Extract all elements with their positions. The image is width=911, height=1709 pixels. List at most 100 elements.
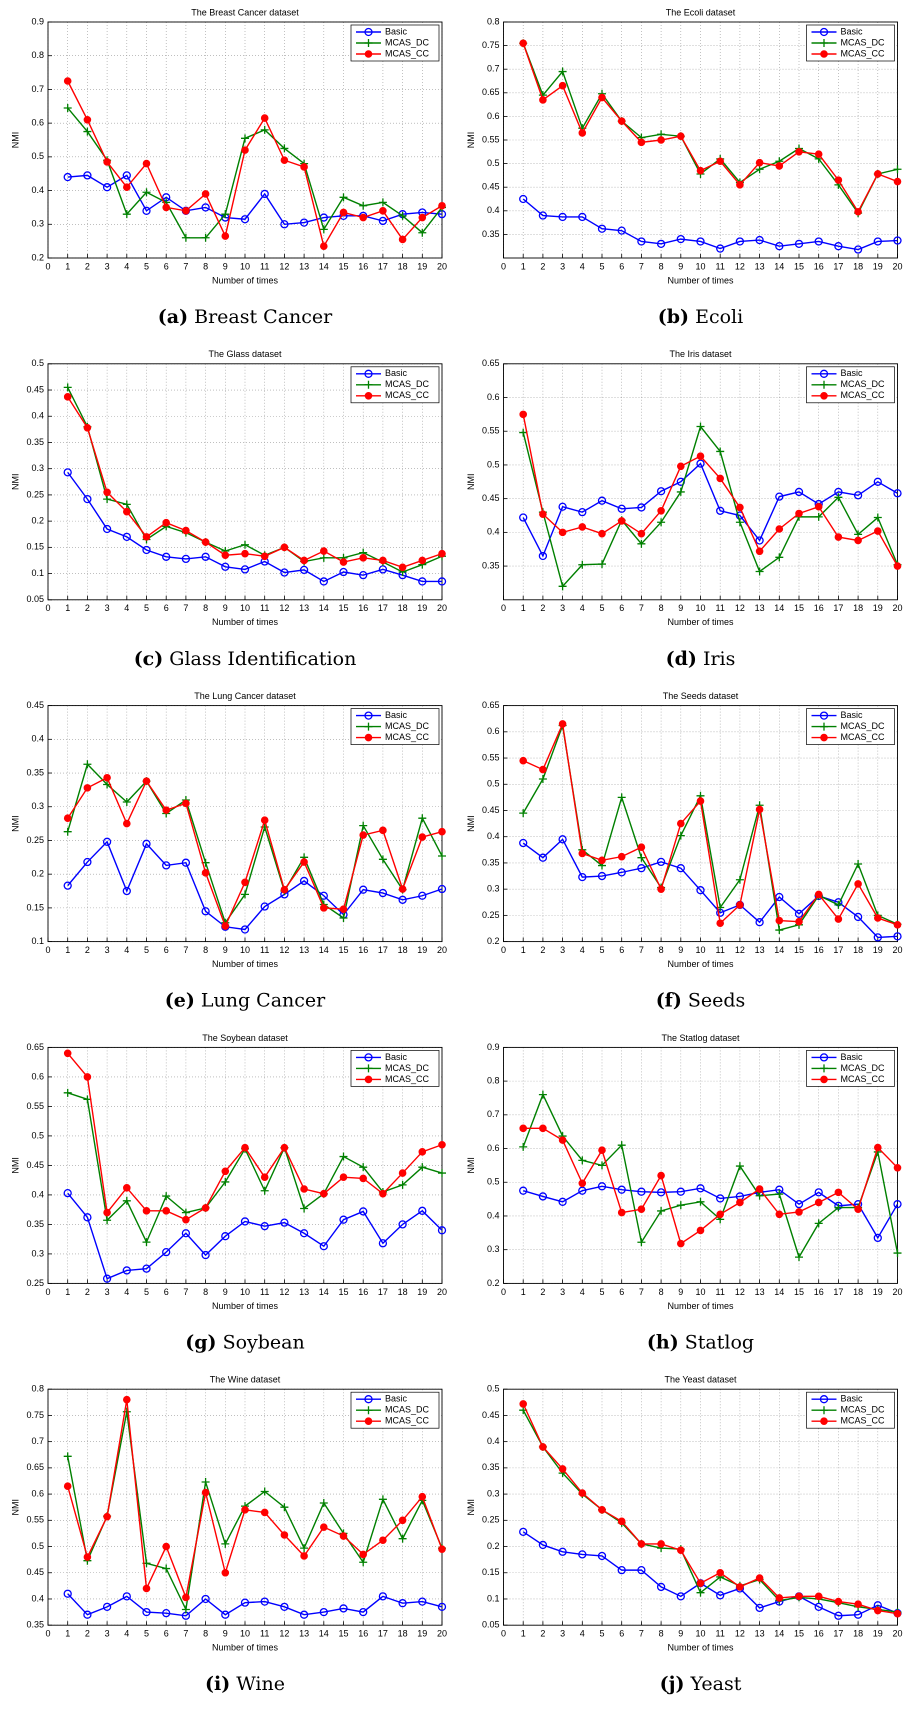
marker [359,1550,368,1559]
y-tick-label: 0.65 [482,358,500,368]
x-tick-label: 12 [735,1287,745,1297]
caption: (h) Statlog [647,1331,754,1353]
x-tick-label: 7 [183,603,188,613]
marker [657,1540,665,1548]
marker [63,1049,72,1058]
legend-label: Basic [385,1052,408,1062]
y-tick-label: 0.3 [487,1488,500,1498]
x-tick-label: 20 [892,603,902,613]
y-tick-label: 0.15 [26,542,44,552]
marker [820,380,828,389]
x-tick-label: 1 [521,1287,526,1297]
y-tick-label: 0.5 [487,779,500,789]
marker [834,533,843,541]
x-tick-label: 0 [501,261,506,271]
x-tick-label: 15 [794,1287,804,1297]
y-tick-label: 0.4 [487,205,500,215]
chart-title: The Glass dataset [208,349,282,359]
legend-label: MCAS_DC [385,37,430,47]
marker [775,916,784,925]
marker [716,474,725,483]
y-axis-label: NMI [466,1499,476,1516]
x-tick-label: 11 [260,945,269,955]
x-tick-label: 5 [144,603,149,613]
marker [853,1610,863,1619]
marker [364,722,373,731]
marker [519,513,528,522]
x-tick-label: 0 [45,1287,50,1297]
marker [656,239,666,248]
marker [519,428,528,437]
x-tick-label: 16 [358,1287,368,1297]
y-tick-label: 0.6 [31,1488,44,1498]
marker [339,1173,348,1181]
marker [893,489,902,498]
marker [319,553,328,562]
marker [656,1582,666,1592]
x-tick-label: 4 [580,1287,585,1297]
marker [657,506,665,515]
legend-label: MCAS_DC [385,379,430,389]
marker [775,1190,784,1199]
x-tick-label: 15 [338,1629,348,1639]
marker [364,733,373,742]
marker [820,39,828,47]
x-tick-label: 1 [65,603,70,613]
x-tick-label: 4 [124,1287,129,1297]
x-tick-label: 3 [105,603,110,613]
caption: (g) Soybean [185,1331,304,1353]
marker [775,1594,784,1602]
marker [103,488,111,497]
marker [102,524,112,534]
y-tick-label: 0.15 [26,902,44,912]
plot-frame [47,21,443,259]
marker [598,856,606,865]
marker [379,1189,387,1198]
y-tick-label: 0.2 [31,516,44,526]
marker [63,103,72,112]
x-tick-label: 19 [873,261,883,271]
x-tick-label: 7 [639,603,644,613]
marker [398,895,407,904]
y-tick-label: 0.45 [482,182,500,192]
x-tick-label: 16 [358,945,368,955]
marker [359,1207,368,1216]
marker [874,527,882,535]
x-tick-label: 14 [319,603,329,613]
x-tick-label: 14 [774,261,784,271]
x-tick-label: 11 [716,1287,725,1297]
marker [122,798,131,807]
caption-text: Wine [236,1673,285,1695]
marker [359,571,368,580]
marker [834,1203,843,1212]
marker [820,1075,828,1084]
y-tick-label: 0.15 [482,1567,500,1577]
x-tick-label: 20 [892,1629,902,1639]
marker [578,1550,587,1559]
marker [696,1184,705,1193]
y-tick-label: 0.35 [482,1462,500,1472]
y-tick-label: 0.35 [26,1620,44,1630]
x-tick-label: 6 [164,261,169,271]
marker [162,1564,171,1573]
marker [339,208,348,217]
x-tick-label: 12 [735,261,745,271]
caption-text: Soybean [223,1331,305,1353]
marker [874,1143,882,1152]
marker [794,909,804,918]
x-tick-label: 2 [540,1287,545,1297]
marker [162,861,171,870]
y-tick-label: 0.3 [31,463,44,473]
marker [716,1194,725,1203]
marker [716,447,725,456]
caption: (d) Iris [666,648,736,670]
y-tick-label: 0.5 [31,1541,44,1551]
marker [260,1186,269,1195]
marker [280,1531,289,1539]
y-tick-label: 0.8 [31,1384,44,1394]
marker [637,237,646,246]
marker [637,138,646,147]
plot-frame [503,21,898,259]
marker [637,529,646,538]
